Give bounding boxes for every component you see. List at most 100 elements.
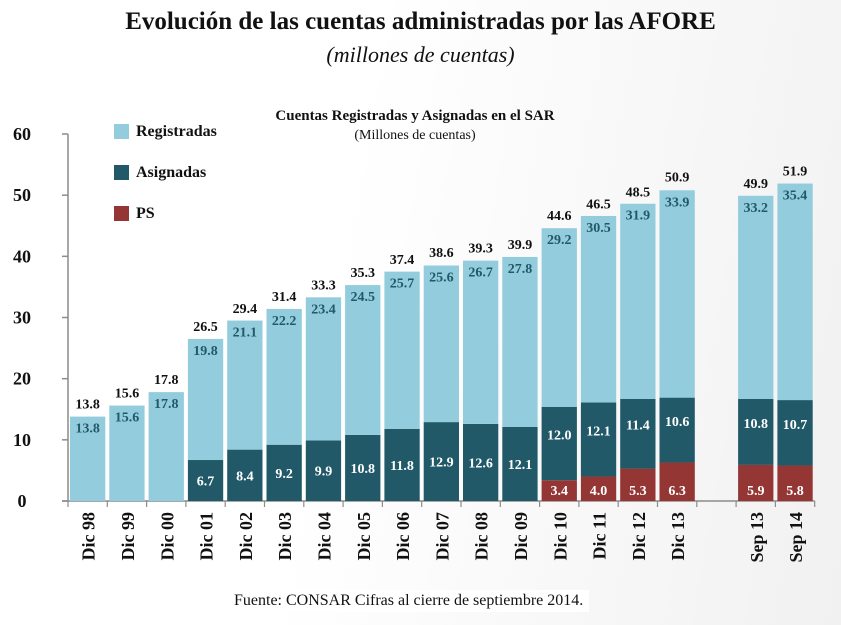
total-label: 38.6 [429,246,454,261]
x-tick-label: Dic 03 [275,512,295,561]
data-label-registradas: 13.8 [75,422,100,437]
total-label: 26.5 [193,320,218,335]
bar-segment-registradas [384,271,420,429]
data-label-registradas: 19.8 [193,344,218,359]
total-label: 39.3 [468,242,493,257]
bar-segment-ps [620,468,656,501]
data-label-asignadas: 12.9 [429,456,454,471]
total-label: 46.5 [586,198,611,213]
x-tick-label: Dic 07 [432,512,452,561]
data-label-asignadas: 9.9 [315,465,333,480]
data-label-asignadas: 6.7 [197,475,215,490]
x-tick-label: Dic 02 [236,512,256,561]
bar-segment-asignadas [541,406,577,481]
bar-segment-registradas [70,416,106,501]
bar-segment-asignadas [384,428,420,501]
bar-segment-registradas [659,190,695,398]
x-tick-label: Dic 08 [472,512,492,561]
total-label: 48.5 [626,185,651,200]
y-tick-label: 20 [13,369,31,389]
bar-segment-registradas [502,256,538,427]
bar-segment-asignadas [738,398,774,465]
bar-segment-registradas [541,228,577,407]
x-tick-label: Dic 00 [157,512,177,561]
bar-segment-asignadas [502,426,538,501]
data-label-registradas: 26.7 [468,266,493,281]
page-title: Evolución de las cuentas administradas p… [125,8,716,35]
x-tick-label: Dic 09 [511,512,531,561]
total-label: 17.8 [154,373,179,388]
data-label-ps: 4.0 [590,484,608,499]
data-label-registradas: 25.6 [429,271,454,286]
bar-segment-registradas [148,392,184,501]
bar-segment-registradas [620,203,656,399]
data-label-asignadas: 10.8 [744,417,769,432]
x-tick-label: Dic 11 [590,512,610,560]
total-label: 44.6 [547,209,572,224]
data-label-registradas: 35.4 [783,189,808,204]
bar-segment-asignadas [463,423,499,501]
total-label: 13.8 [75,398,100,413]
x-tick-label: Dic 06 [393,512,413,561]
bar-segment-asignadas [423,422,459,501]
bar-segment-asignadas [305,440,342,501]
bar-segment-ps [659,462,695,501]
data-label-asignadas: 10.6 [665,415,690,430]
bar-segment-registradas [109,405,145,501]
bar-segment-asignadas [227,449,263,501]
data-label-ps: 3.4 [551,484,569,499]
x-tick-label: Dic 01 [197,512,217,561]
bar-segment-asignadas [187,460,224,501]
total-label: 51.9 [783,165,808,180]
data-label-asignadas: 12.1 [508,458,533,473]
total-label: 37.4 [390,253,415,268]
data-label-asignadas: 9.2 [275,467,293,482]
page-subtitle: (millones de cuentas) [326,42,515,67]
x-tick-label: Dic 98 [79,512,99,561]
bar-segment-registradas [345,285,381,435]
bar-segment-registradas [463,260,499,424]
x-tick-label: Dic 13 [668,512,688,561]
legend: Registradas Asignadas PS [114,123,217,222]
data-label-registradas: 25.7 [390,277,415,292]
data-label-asignadas: 11.4 [626,419,650,434]
y-tick-label: 30 [13,308,31,328]
bar-segment-registradas [738,195,774,399]
data-label-asignadas: 12.1 [586,425,611,440]
y-tick-label: 40 [13,246,31,266]
y-tick-label: 10 [13,430,31,450]
bar-segment-registradas [777,183,813,401]
chart-subtitle: (Millones de cuentas) [354,128,476,143]
total-label: 39.9 [508,238,533,253]
bar-segment-asignadas [620,398,656,469]
data-label-ps: 5.8 [786,484,804,499]
x-tick-label: Dic 12 [629,512,649,561]
y-tick-label: 60 [13,124,31,144]
y-tick-label: 0 [18,491,27,511]
data-label-registradas: 33.9 [665,195,690,210]
data-label-registradas: 27.8 [508,262,533,277]
data-label-registradas: 29.2 [547,233,572,248]
bar-segment-ps [738,464,774,501]
bar-segment-ps [580,476,617,501]
bar-segment-registradas [423,265,459,423]
data-label-registradas: 22.2 [272,314,297,329]
legend-swatch-asignadas [114,165,129,180]
total-label: 33.3 [311,278,336,293]
data-label-asignadas: 10.8 [351,462,376,477]
data-label-asignadas: 8.4 [236,469,254,484]
legend-swatch-registradas [114,124,129,139]
source-footnote: Fuente: CONSAR Cifras al cierre de septi… [228,590,590,612]
total-label: 49.9 [744,177,769,192]
data-label-ps: 5.3 [629,484,647,499]
bars: 13.8 13.8 15.6 15.6 17.8 17.8 6.7 19.8 26.5 8.4 21… [70,165,813,501]
data-label-registradas: 17.8 [154,397,179,412]
bar-segment-registradas [266,308,302,445]
data-label-asignadas: 12.6 [468,456,493,471]
bar-segment-registradas [227,320,263,450]
bar-segment-asignadas [659,397,695,463]
bar-segment-registradas [305,297,342,441]
legend-label-asignadas: Asignadas [136,164,206,181]
data-label-registradas: 23.4 [311,302,336,317]
bar-segment-registradas [580,215,617,403]
